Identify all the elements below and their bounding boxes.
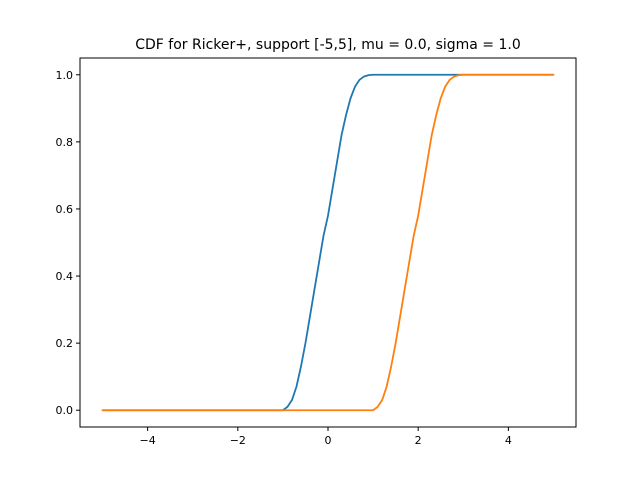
y-tick-label: 0.4 <box>56 270 74 283</box>
x-tick-label: −2 <box>230 434 246 447</box>
series-layer <box>101 73 555 412</box>
series-line-1 <box>101 73 555 412</box>
y-axis: 0.0 0.2 0.4 0.6 0.8 1.0 <box>56 69 80 417</box>
y-tick-label: 0.6 <box>56 203 74 216</box>
y-tick-label: 0.2 <box>56 337 74 350</box>
y-tick-label: 1.0 <box>56 69 74 82</box>
x-tick-label: 0 <box>325 434 332 447</box>
axes-frame <box>79 57 577 428</box>
x-tick-label: 4 <box>505 434 512 447</box>
series-line-2 <box>101 73 555 412</box>
y-tick-label: 0.0 <box>56 404 74 417</box>
chart-title: CDF for Ricker+, support [-5,5], mu = 0.… <box>135 37 521 53</box>
x-axis: −4 −2 0 2 4 <box>140 427 512 447</box>
x-tick-label: −4 <box>140 434 156 447</box>
x-tick-label: 2 <box>415 434 422 447</box>
y-tick-label: 0.8 <box>56 136 74 149</box>
